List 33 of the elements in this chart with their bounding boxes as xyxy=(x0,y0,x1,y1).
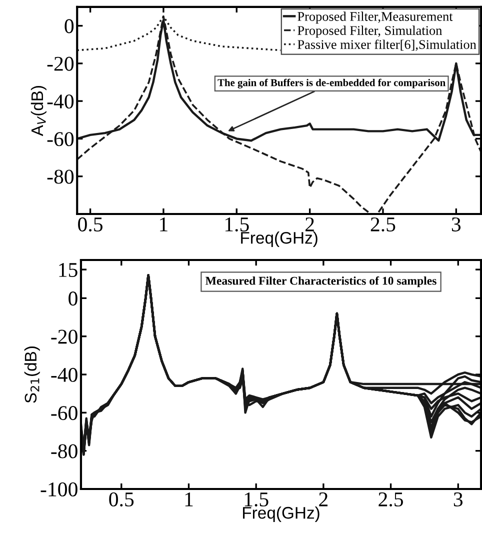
legend-label: Proposed Filter, Simulation xyxy=(298,26,442,38)
x-tick-label: 1.5 xyxy=(244,492,268,507)
y-tick-label: -60 xyxy=(47,132,74,146)
x-tick-label: 2 xyxy=(306,217,314,232)
y-axis-title: S$_{21}$(dB) xyxy=(24,346,40,403)
x-tick-label: 1.5 xyxy=(225,217,249,232)
y-axis-title: A$_{V}$(dB) xyxy=(30,86,46,136)
y-tick-label: -80 xyxy=(47,170,74,184)
y-tick-label: -60 xyxy=(51,406,78,420)
y-tick-label: -20 xyxy=(47,56,74,71)
x-tick-label: 1 xyxy=(160,217,168,232)
x-axis-title: Freq(GHz) xyxy=(241,232,318,248)
x-tick-label: 2.5 xyxy=(370,217,396,232)
x-tick-label: 3 xyxy=(452,217,461,232)
y-tick-label: -100 xyxy=(40,482,78,496)
y-tick-label: 0 xyxy=(64,19,74,34)
y-tick-label: -80 xyxy=(51,444,78,458)
x-tick-label: 0.5 xyxy=(78,217,102,232)
legend-label: Proposed Filter,Measurement xyxy=(298,12,453,24)
y-tick-label: 0 xyxy=(68,292,78,306)
annotation: Measured Filter Characteristics of 10 samples xyxy=(206,276,436,288)
x-tick-label: 0.5 xyxy=(109,492,134,507)
legend-label: Passive mixer filter[6],Simulation xyxy=(298,40,476,51)
x-axis-title: Freq(GHz) xyxy=(243,506,320,522)
y-tick-label: -40 xyxy=(51,368,78,382)
y-tick-label: -40 xyxy=(47,94,74,108)
y-tick-label: -20 xyxy=(51,330,78,344)
x-tick-label: 3 xyxy=(454,492,463,506)
x-tick-label: 2.5 xyxy=(378,492,403,507)
x-tick-label: 1 xyxy=(185,492,193,506)
y-tick-label: 15 xyxy=(59,263,78,277)
annotation: The gain of Buffers is de-embedded for comparison xyxy=(218,78,446,88)
x-tick-label: 2 xyxy=(319,492,328,506)
